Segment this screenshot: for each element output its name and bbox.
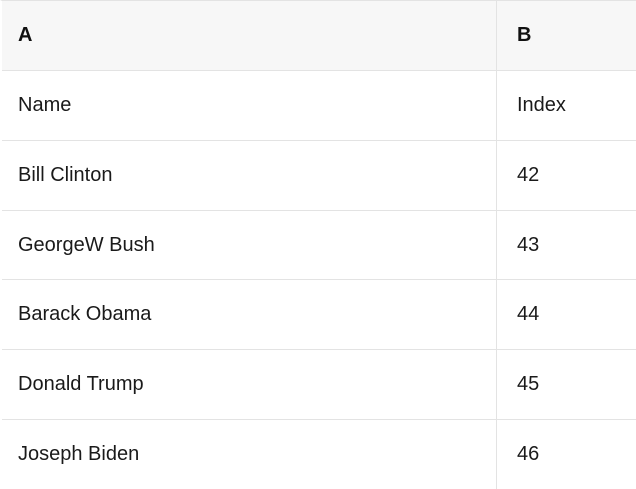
cell-index[interactable]: 44 xyxy=(517,303,540,326)
table-row: Barack Obama 44 xyxy=(2,280,636,351)
column-header-b[interactable]: B xyxy=(517,23,532,46)
cell-index[interactable]: 45 xyxy=(517,373,540,396)
cell-name[interactable]: GeorgeW Bush xyxy=(2,210,497,280)
cell-index[interactable]: 42 xyxy=(517,163,540,186)
table-row: GeorgeW Bush 43 xyxy=(2,210,636,281)
cell-name[interactable]: Donald Trump xyxy=(2,350,497,420)
column-header-a[interactable]: A xyxy=(2,1,497,70)
table-row: Joseph Biden 46 xyxy=(2,420,636,489)
table-row: Bill Clinton 42 xyxy=(2,140,636,211)
cell-name[interactable]: Barack Obama xyxy=(2,280,497,350)
cell-name[interactable]: Bill Clinton xyxy=(2,140,497,210)
table-row: Donald Trump 45 xyxy=(2,350,636,421)
cell-index[interactable]: 43 xyxy=(517,233,540,256)
cell-index[interactable]: 46 xyxy=(517,443,540,466)
cell-index[interactable]: Index xyxy=(517,93,566,116)
table-row: Name Index xyxy=(2,70,636,141)
cell-name[interactable]: Name xyxy=(2,70,497,140)
cell-name[interactable]: Joseph Biden xyxy=(2,420,497,489)
header-row: A B xyxy=(2,1,636,71)
